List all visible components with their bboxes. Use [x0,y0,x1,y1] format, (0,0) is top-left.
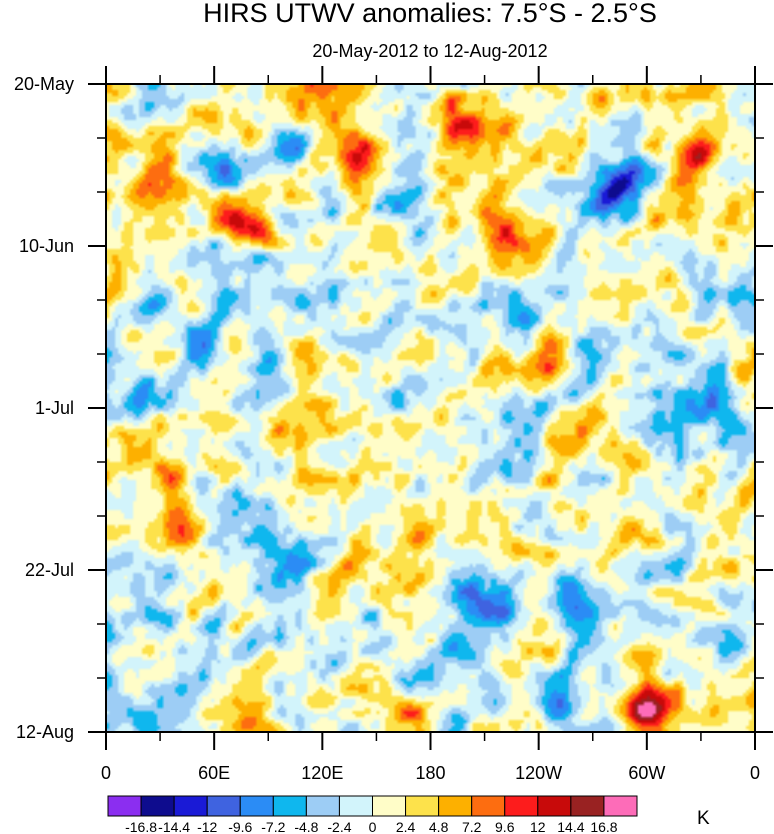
colorbar-swatch [438,795,473,817]
colorbar-swatch [239,795,274,817]
x-tick-label: 0 [101,763,111,783]
colorbar-tick-label: 14.4 [557,819,584,834]
colorbar-swatch [603,795,638,817]
colorbar-tick-label: -2.4 [327,819,351,834]
x-tick-label: 60E [198,763,230,783]
x-tick-label: 60W [628,763,665,783]
x-tick-label: 120E [301,763,343,783]
x-tick-label: 120W [515,763,562,783]
colorbar-swatch [107,795,142,817]
colorbar-unit-label: K [697,808,710,829]
x-tick-label: 180 [415,763,445,783]
colorbar-tick-label: -7.2 [261,819,285,834]
colorbar-swatch [504,795,539,817]
colorbar-tick-label: -4.8 [294,819,318,834]
colorbar-tick-label: -14.4 [158,819,190,834]
x-tick-label: 0 [750,763,760,783]
colorbar-swatch [570,795,605,817]
colorbar-tick-label: 4.8 [429,819,449,834]
y-tick-label: 10-Jun [19,236,74,256]
chart-subtitle: 20-May-2012 to 12-Aug-2012 [312,41,547,61]
y-tick-label: 20-May [14,74,74,94]
plot-area [105,83,756,733]
colorbar-swatch [471,795,506,817]
colorbar-tick-label: 7.2 [462,819,482,834]
y-tick-label: 12-Aug [16,722,74,742]
y-axis: 20-May 10-Jun 1-Jul 22-Jul 12-Aug [14,74,773,742]
colorbar: -16.8 -14.4 -12 -9.6 -7.2 -4.8 -2.4 0 2.4 4.8 7.2 9… [107,795,638,834]
chart-title: HIRS UTWV anomalies: 7.5°S - 2.5°S [203,0,657,28]
colorbar-tick-label: 12 [530,819,546,834]
y-tick-label: 22-Jul [25,560,74,580]
colorbar-tick-label: -12 [197,819,217,834]
colorbar-swatch [173,795,208,817]
colorbar-tick-label: 2.4 [396,819,416,834]
x-axis: 0 60E 120E 180 120W 60W 0 [101,66,760,783]
y-tick-label: 1-Jul [35,398,74,418]
colorbar-tick-label: 9.6 [495,819,515,834]
colorbar-tick-label: -9.6 [228,819,252,834]
anomaly-field [106,84,755,732]
colorbar-swatch [372,795,407,817]
colorbar-swatch [405,795,440,817]
colorbar-swatch [305,795,340,817]
colorbar-swatch [206,795,241,817]
colorbar-tick-label: 16.8 [590,819,617,834]
colorbar-swatch [537,795,572,817]
colorbar-swatch [140,795,175,817]
colorbar-tick-label: -16.8 [125,819,157,834]
colorbar-swatch [338,795,373,817]
colorbar-tick-label: 0 [369,819,377,834]
colorbar-swatch [272,795,307,817]
